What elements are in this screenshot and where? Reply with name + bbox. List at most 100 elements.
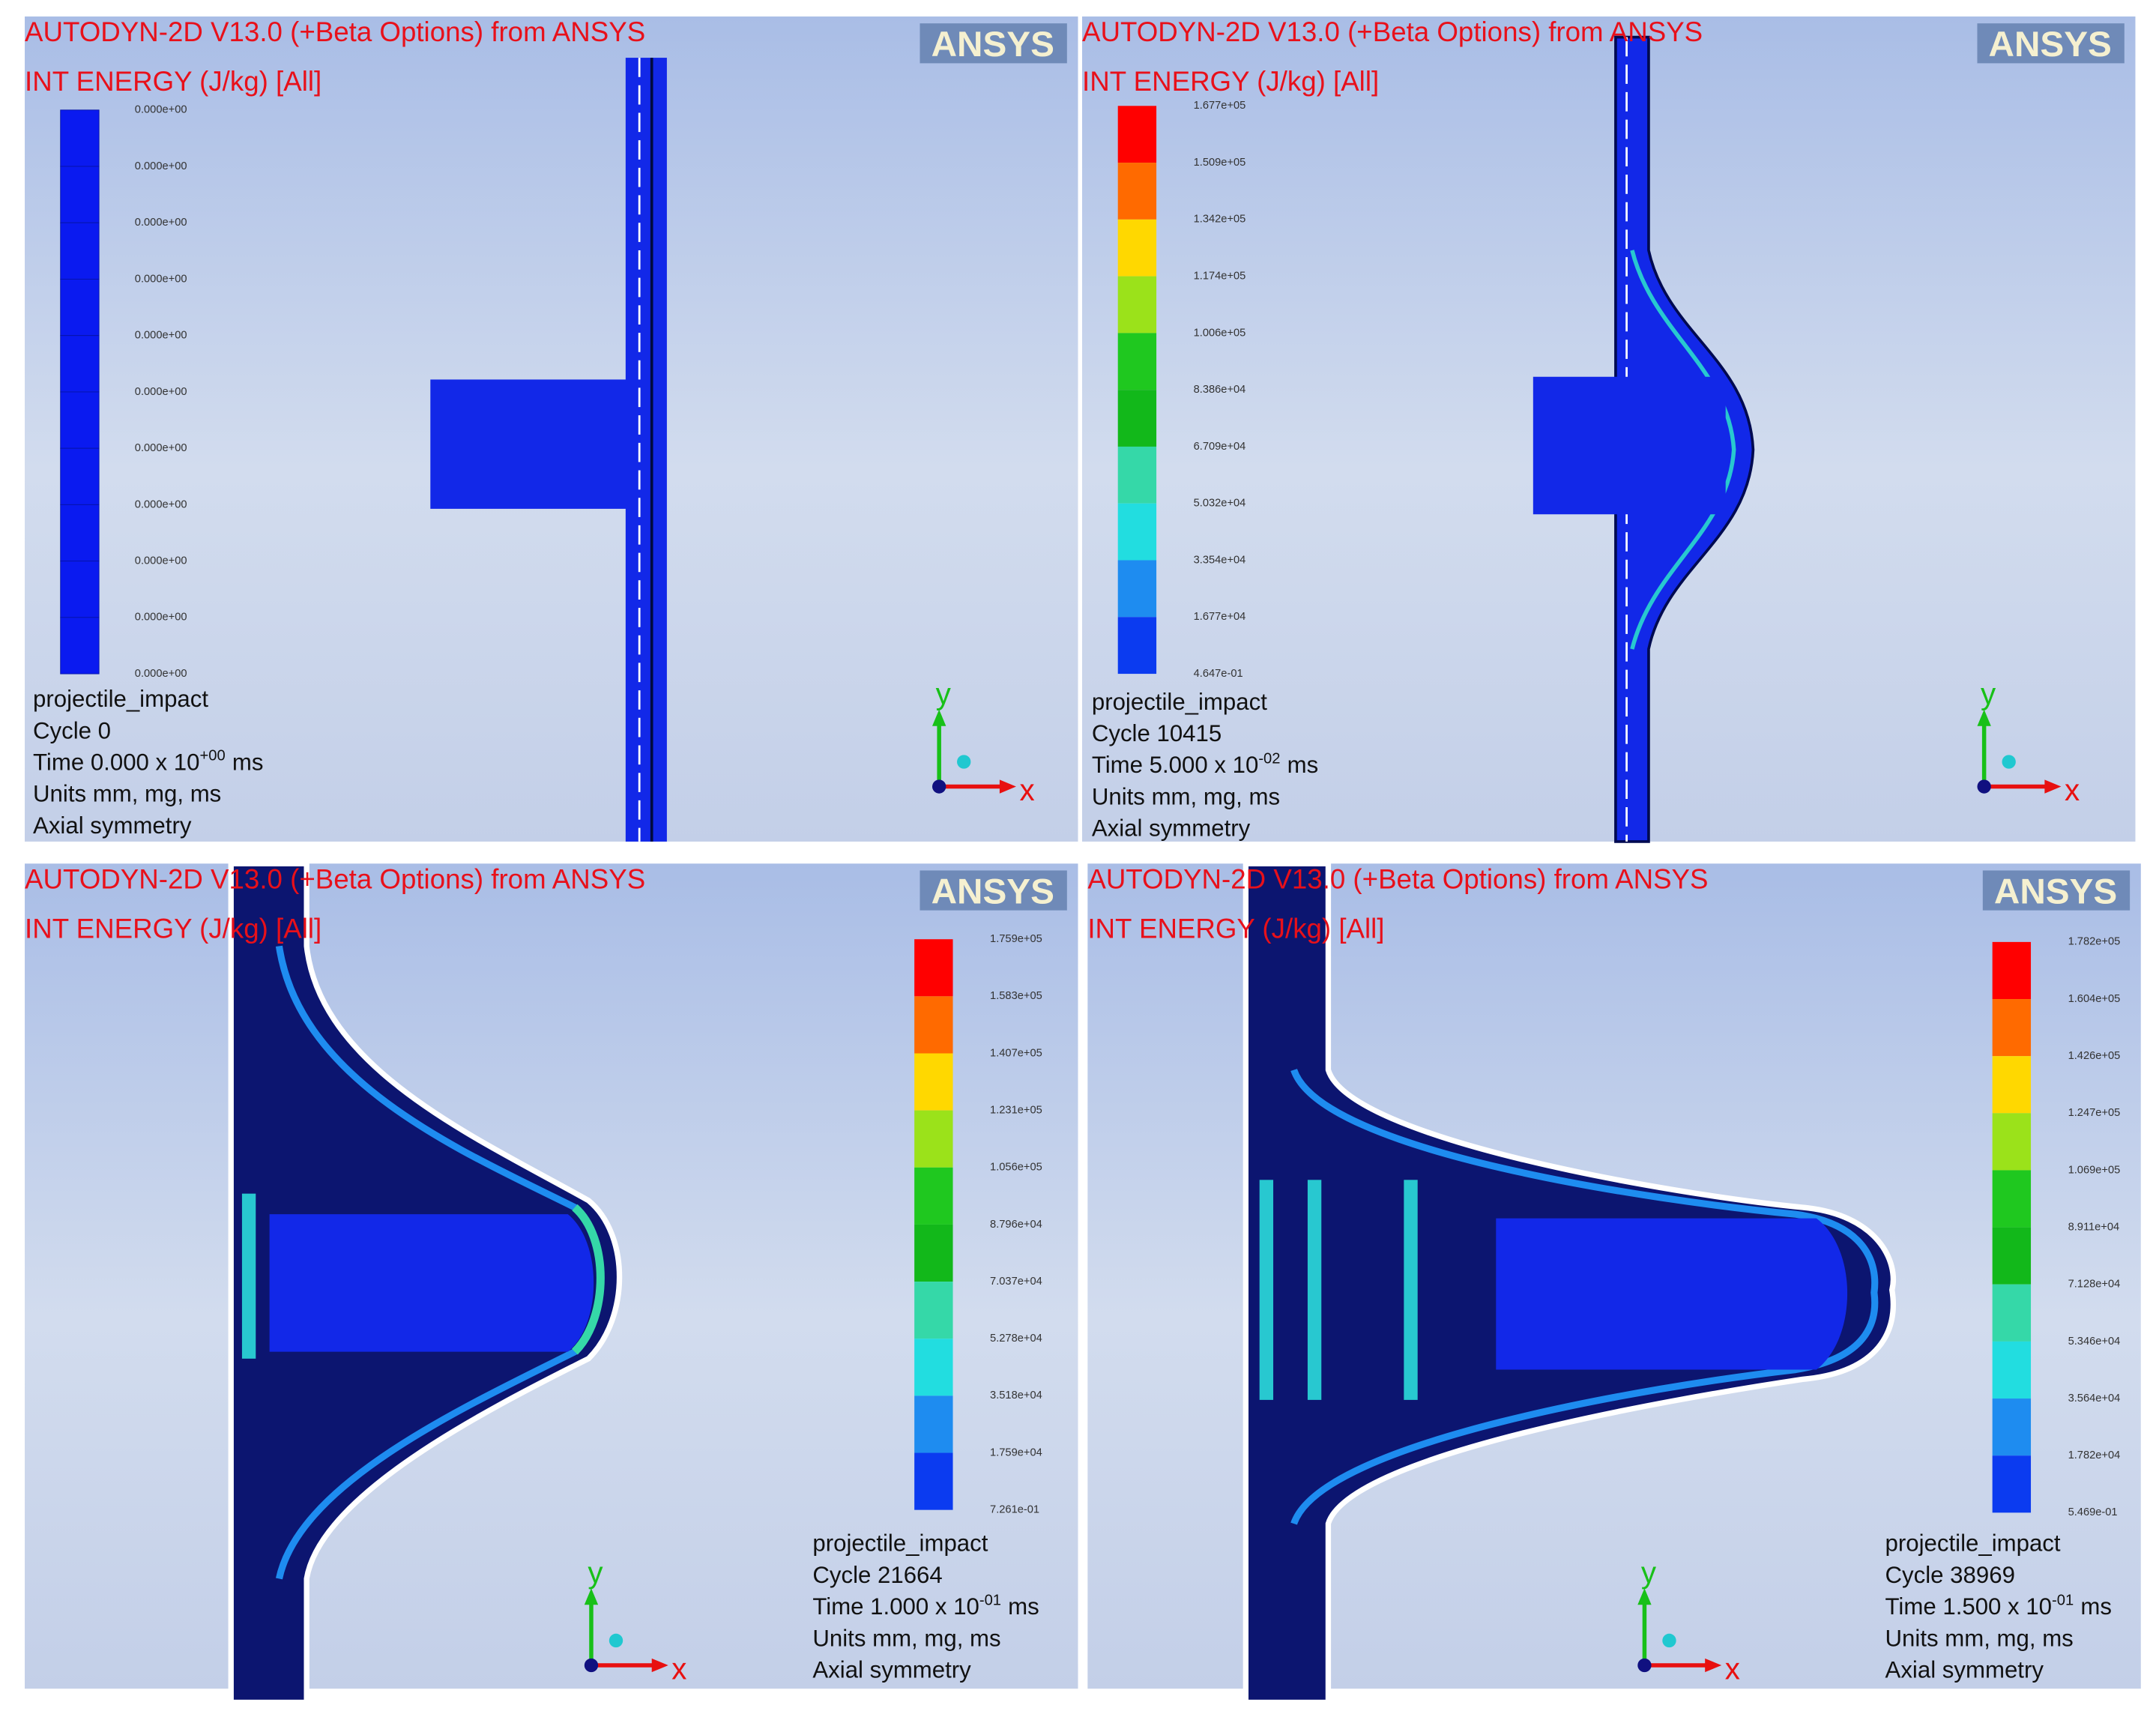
band <box>1404 1180 1418 1400</box>
origin <box>584 1658 599 1673</box>
z-marker <box>1662 1633 1676 1648</box>
time-prefix: Time 1.500 x 10 <box>1885 1593 2052 1620</box>
legend-band <box>914 1053 953 1111</box>
legend-label: 1.509e+05 <box>1194 157 1246 169</box>
legend-band <box>60 109 100 167</box>
legend-label: 5.278e+04 <box>990 1333 1042 1345</box>
y-label: y <box>1641 1555 1657 1590</box>
title: AUTODYN-2D V13.0 (+Beta Options) from AN… <box>25 16 645 47</box>
legend-label: 1.677e+04 <box>1194 611 1246 623</box>
legend-label: 1.247e+05 <box>2068 1107 2121 1119</box>
legend-label: 1.759e+05 <box>990 933 1042 945</box>
info-time: Time 1.500 x 10-01 ms <box>1885 1592 2112 1620</box>
legend-band <box>1992 1284 2032 1342</box>
legend-label: 0.000e+00 <box>135 555 187 567</box>
legend-band <box>60 391 100 449</box>
legend-band <box>1992 999 2032 1057</box>
logo-box <box>1982 870 2131 911</box>
time-exponent: -01 <box>2052 1592 2074 1608</box>
logo: ANSYS <box>931 872 1054 911</box>
time-exponent: +00 <box>200 748 226 764</box>
legend-band <box>1117 617 1157 675</box>
variable: INT ENERGY (J/kg) [All] <box>25 913 321 944</box>
info-name: projectile_impact <box>1092 689 1267 715</box>
x-arrow-head <box>651 1658 668 1673</box>
y-label: y <box>936 676 952 710</box>
legend-band <box>1117 276 1157 334</box>
origin <box>932 779 946 794</box>
time-unit: ms <box>232 749 264 776</box>
variable: INT ENERGY (J/kg) [All] <box>25 66 321 97</box>
legend-label: 6.709e+04 <box>1194 441 1246 453</box>
y-label: y <box>588 1555 603 1590</box>
logo: ANSYS <box>931 25 1054 64</box>
time-unit: ms <box>2080 1593 2112 1620</box>
info-cycle: Cycle 21664 <box>812 1562 942 1588</box>
panel: AUTODYN-2D V13.0 (+Beta Options) from AN… <box>1082 16 2136 843</box>
y-arrow-head <box>584 1588 599 1605</box>
band <box>241 1193 256 1359</box>
legend-band <box>1117 446 1157 504</box>
legend-label: 0.000e+00 <box>135 217 187 229</box>
projectile <box>1496 1218 1848 1370</box>
info-cycle: Cycle 38969 <box>1885 1562 2015 1588</box>
legend-label: 3.354e+04 <box>1194 554 1246 566</box>
legend-label: 7.128e+04 <box>2068 1279 2121 1291</box>
legend-label: 1.231e+05 <box>990 1105 1042 1117</box>
plate-band <box>1290 1068 1879 1525</box>
time-prefix: Time 1.000 x 10 <box>812 1593 979 1620</box>
projectile <box>430 379 630 509</box>
info-name: projectile_impact <box>812 1530 988 1557</box>
legend-band <box>60 617 100 675</box>
logo-box <box>920 870 1067 911</box>
legend-band <box>914 1224 953 1282</box>
legend-band <box>60 222 100 280</box>
legend-label: 1.056e+05 <box>990 1162 1042 1174</box>
time-exponent: -01 <box>979 1592 1001 1608</box>
legend-band <box>1992 1170 2032 1228</box>
legend-band <box>60 166 100 223</box>
legend-band <box>60 504 100 562</box>
legend-band <box>914 1395 953 1453</box>
x-label: x <box>2065 773 2080 807</box>
x-arrow-head <box>1705 1658 1722 1673</box>
info-symmetry: Axial symmetry <box>33 812 192 839</box>
legend-label: 0.000e+00 <box>135 386 187 398</box>
logo: ANSYS <box>1989 25 2112 64</box>
legend-label: 8.911e+04 <box>2068 1221 2120 1233</box>
info-units: Units mm, mg, ms <box>1092 783 1280 809</box>
y-arrow-head <box>932 709 946 726</box>
legend-label: 0.000e+00 <box>135 442 187 454</box>
time-unit: ms <box>1008 1593 1039 1620</box>
variable: INT ENERGY (J/kg) [All] <box>1087 913 1384 944</box>
legend-label: 1.782e+04 <box>2068 1449 2121 1461</box>
time-exponent: -02 <box>1258 750 1280 767</box>
plate-band <box>1630 250 1736 650</box>
z-marker <box>2002 755 2016 769</box>
legend-band <box>914 996 953 1054</box>
legend-label: 8.386e+04 <box>1194 384 1246 396</box>
legend-band <box>1992 1398 2032 1456</box>
legend-band <box>1117 106 1157 163</box>
legend-band <box>1117 219 1157 277</box>
x-label: x <box>1725 1651 1740 1686</box>
info-units: Units mm, mg, ms <box>812 1625 1000 1651</box>
legend-band <box>1117 333 1157 390</box>
y-arrow-head <box>1637 1588 1652 1605</box>
panel: AUTODYN-2D V13.0 (+Beta Options) from AN… <box>1087 860 2141 1706</box>
legend-band <box>914 1167 953 1225</box>
x-label: x <box>671 1651 686 1686</box>
info-name: projectile_impact <box>1885 1530 2061 1557</box>
x-arrow-head <box>2044 779 2062 794</box>
info-symmetry: Axial symmetry <box>812 1657 971 1683</box>
info-time: Time 5.000 x 10-02 ms <box>1092 750 1318 778</box>
legend-label: 7.261e-01 <box>990 1504 1039 1516</box>
legend-label: 0.000e+00 <box>135 330 187 342</box>
legend-label: 7.037e+04 <box>990 1276 1042 1288</box>
plate-band <box>571 1204 605 1355</box>
legend-label: 1.174e+05 <box>1194 270 1246 282</box>
legend-label: 1.604e+05 <box>2068 993 2121 1005</box>
legend-label: 3.564e+04 <box>2068 1392 2121 1404</box>
title: AUTODYN-2D V13.0 (+Beta Options) from AN… <box>25 863 645 894</box>
